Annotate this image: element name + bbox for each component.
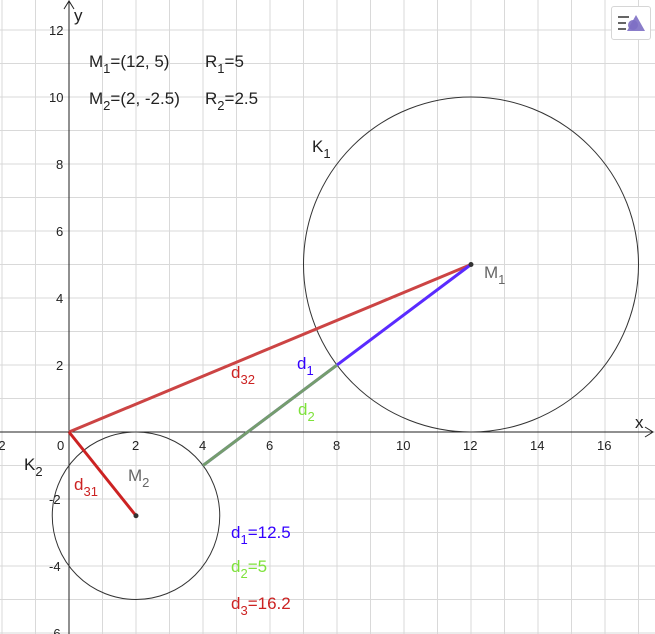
x-tick-label: 2 — [132, 438, 139, 453]
x-tick-label: 4 — [199, 438, 206, 453]
algebra-view-icon — [618, 15, 645, 31]
info-text: M1=(12, 5) R1=5 M2=(2, -2.5) R2=2.5 — [89, 52, 258, 113]
points — [133, 262, 474, 519]
x-axis-arrow — [644, 426, 654, 438]
x-tick-label: 0 — [57, 438, 64, 453]
result-d2: d2=5 — [231, 557, 267, 581]
circle-k2[interactable] — [51, 431, 221, 600]
y-tick-label: -2 — [49, 492, 61, 507]
y-axis-arrow — [63, 0, 75, 10]
circle-k1[interactable] — [303, 96, 639, 433]
x-tick-label: 14 — [530, 438, 544, 453]
circles — [51, 96, 639, 600]
y-tick-label: -4 — [49, 559, 61, 574]
y-tick-label: 12 — [49, 23, 63, 38]
y-tick-label: 2 — [56, 358, 63, 373]
label-d32: d32 — [231, 363, 255, 387]
x-tick-label: 10 — [396, 438, 410, 453]
x-tick-label: 16 — [597, 438, 611, 453]
y-tick-label: 10 — [49, 90, 63, 105]
y-tick-label: -6 — [49, 626, 61, 634]
label-d2: d2 — [298, 400, 315, 424]
result-d1: d1=12.5 — [231, 523, 291, 547]
results-text: d1=12.5 d2=5 d3=16.2 — [231, 523, 291, 618]
label-d1: d1 — [297, 354, 314, 378]
segments — [67, 263, 472, 517]
y-tick-label: 4 — [56, 291, 63, 306]
info-r2: R2=2.5 — [205, 89, 258, 113]
point-m1[interactable] — [468, 262, 474, 267]
result-d3: d3=16.2 — [231, 594, 291, 618]
label-k1: K1 — [312, 137, 331, 161]
toggle-style-bar-button[interactable] — [611, 6, 651, 40]
x-tick-label: -2 — [0, 438, 6, 453]
y-tick-label: 8 — [56, 157, 63, 172]
x-tick-label: 6 — [266, 438, 273, 453]
x-tick-label: 12 — [463, 438, 477, 453]
segment-d2[interactable] — [202, 363, 338, 467]
info-m2: M2=(2, -2.5) — [89, 89, 180, 113]
point-m2[interactable] — [133, 513, 139, 519]
segment-d31[interactable] — [67, 431, 138, 517]
label-m2: M2 — [128, 466, 149, 490]
tick-labels: -2 0 2 4 6 8 10 12 14 16 -6 -4 -2 2 4 6 8 10 12 — [0, 23, 611, 634]
object-labels: K1 K2 M1 M2 d1 d2 d32 d31 — [24, 137, 505, 499]
info-m1: M1=(12, 5) — [89, 52, 169, 76]
label-m1: M1 — [484, 263, 505, 287]
y-tick-label: 6 — [56, 224, 63, 239]
x-tick-label: 8 — [333, 438, 340, 453]
y-axis-label: y — [74, 6, 83, 25]
info-r1: R1=5 — [205, 52, 244, 76]
segment-d32[interactable] — [68, 263, 472, 434]
x-axis-label: x — [635, 413, 644, 432]
label-k2: K2 — [24, 455, 43, 479]
label-d31: d31 — [74, 475, 98, 499]
